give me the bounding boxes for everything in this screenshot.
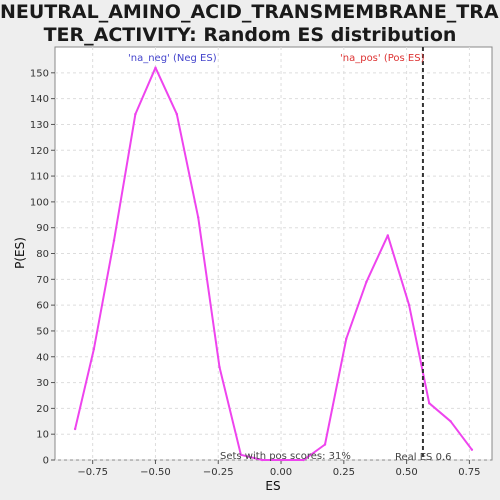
series-layer xyxy=(73,47,474,462)
grid-lines xyxy=(55,47,492,461)
y-tick-label: 20 xyxy=(36,404,49,415)
data-point xyxy=(239,453,243,456)
data-point xyxy=(386,234,389,237)
real-es-label: Real ES 0.6 xyxy=(395,452,451,463)
axes: 0 10 20 30 40 50 60 70 80 90 100 110 120 130 140 150 −0.… xyxy=(30,68,481,478)
y-tick-label: 130 xyxy=(30,120,49,131)
y-tick-label: 30 xyxy=(36,378,49,389)
x-tick-label: −0.25 xyxy=(203,467,234,478)
data-point xyxy=(281,458,284,462)
x-tick-label: −0.50 xyxy=(140,467,171,478)
y-tick-label: 80 xyxy=(36,249,49,260)
data-point xyxy=(470,448,474,451)
data-point xyxy=(365,280,368,284)
y-tick-label: 60 xyxy=(36,301,49,312)
es-distribution-line xyxy=(74,66,473,461)
chart-title-line-2: TER_ACTIVITY: Random ES distribution xyxy=(43,24,457,46)
y-axis-title: P(ES) xyxy=(13,237,27,269)
data-point xyxy=(407,303,411,307)
y-tick-label: 50 xyxy=(36,326,49,337)
data-point xyxy=(154,66,157,69)
x-tick-label: 0.00 xyxy=(270,467,292,478)
y-tick-label: 150 xyxy=(30,68,49,79)
data-point xyxy=(323,443,327,446)
y-tick-label: 70 xyxy=(36,275,49,286)
sets-pos-scores-label: Sets with pos scores: 31% xyxy=(220,451,351,462)
y-tick-label: 120 xyxy=(30,146,49,157)
x-tick-label: 0.50 xyxy=(395,467,417,478)
x-tick-label: 0.25 xyxy=(333,467,355,478)
data-point xyxy=(302,458,305,462)
data-point xyxy=(112,239,116,242)
data-point xyxy=(134,112,137,116)
data-point xyxy=(197,216,200,219)
y-tick-label: 90 xyxy=(36,223,49,234)
data-point xyxy=(428,402,431,405)
y-tick-label: 40 xyxy=(36,352,49,363)
data-point xyxy=(345,337,348,340)
y-tick-label: 10 xyxy=(36,430,49,441)
y-tick-label: 100 xyxy=(30,197,49,208)
chart-title-line-1: NEUTRAL_AMINO_ACID_TRANSMEMBRANE_TRANSPO… xyxy=(0,1,500,23)
legend-pos-es: 'na_pos' (Pos ES) xyxy=(340,53,425,64)
data-point xyxy=(92,347,96,351)
y-tick-label: 0 xyxy=(43,456,49,467)
data-point xyxy=(73,427,77,431)
x-axis-title: ES xyxy=(265,479,280,493)
data-point xyxy=(218,365,221,369)
x-tick-label: −0.75 xyxy=(77,467,108,478)
y-tick-label: 140 xyxy=(30,94,49,105)
data-point xyxy=(175,112,178,116)
data-point xyxy=(261,458,264,462)
x-tick-label: 0.75 xyxy=(458,467,480,478)
y-tick-label: 110 xyxy=(30,172,49,183)
legend-neg-es: 'na_neg' (Neg ES) xyxy=(128,53,217,64)
data-point xyxy=(449,420,452,423)
